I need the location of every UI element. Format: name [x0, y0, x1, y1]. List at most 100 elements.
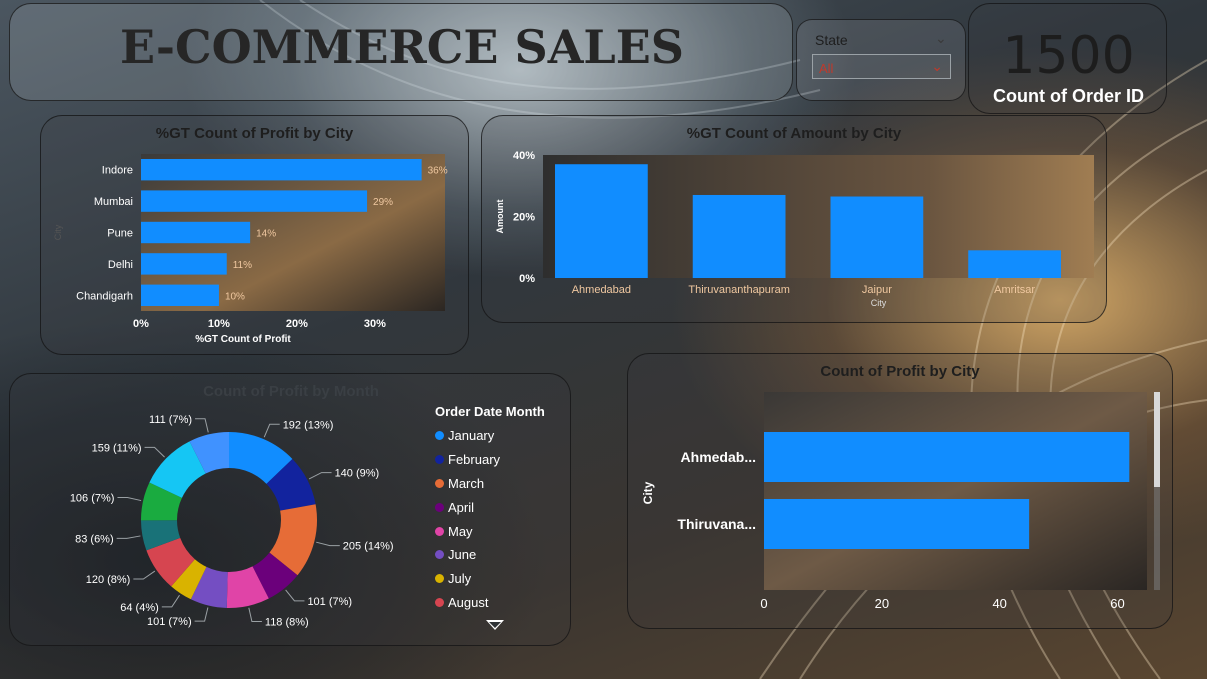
bar[interactable] — [830, 196, 924, 278]
bar[interactable] — [141, 253, 227, 275]
donut-slice[interactable] — [146, 537, 195, 587]
bar[interactable] — [764, 499, 1030, 549]
legend-item[interactable]: March — [435, 472, 545, 496]
tick-label: 20 — [875, 596, 889, 611]
data-label: 11% — [233, 260, 252, 271]
kpi-value: 1500 — [1002, 26, 1135, 86]
donut-slice[interactable] — [229, 432, 293, 484]
donut-svg[interactable]: 192 (13%) 140 (9%) 205 (14%) 101 (7%) 118 (8… — [10, 374, 430, 647]
legend-item[interactable]: July — [435, 567, 545, 591]
axis-label: Amount — [495, 200, 505, 234]
legend-item[interactable]: May — [435, 519, 545, 543]
legend-label: May — [448, 523, 473, 539]
axis-label: City — [641, 481, 655, 504]
bar[interactable] — [968, 250, 1061, 278]
bar[interactable] — [141, 190, 368, 212]
legend-label: January — [448, 428, 495, 444]
donut-slice[interactable] — [189, 432, 229, 474]
chart-title: Count of Profit by City — [820, 363, 980, 380]
data-label: 83 (6%) — [75, 533, 114, 545]
leader-line — [248, 607, 262, 622]
data-label: 36% — [428, 166, 448, 177]
bar[interactable] — [555, 164, 648, 278]
state-dropdown-value: All — [819, 61, 834, 76]
legend-swatch — [435, 455, 444, 465]
legend-item[interactable]: February — [435, 448, 545, 472]
data-label: 140 (9%) — [335, 468, 380, 480]
tick-label: Pune — [107, 228, 133, 240]
legend-swatch — [435, 550, 444, 560]
data-label: 120 (8%) — [86, 574, 131, 586]
tick-label: 40 — [992, 596, 1006, 611]
tick-label: Jaipur — [862, 284, 892, 296]
tick-label: Thiruvananthapuram — [688, 284, 790, 296]
data-label: 192 (13%) — [283, 419, 334, 431]
profit-by-city-svg[interactable]: Indore 36% Mumbai 29% Pune 14% Delhi 11% Chandig… — [41, 116, 470, 356]
legend-item[interactable]: June — [435, 543, 545, 567]
amount-by-city-chart[interactable]: %GT Count of Amount by City Ahmedabad Thi… — [481, 115, 1107, 323]
leader-line — [285, 589, 305, 602]
profit-by-month-chart[interactable]: Count of Profit by Month 192 (13%) 140 (9… — [9, 373, 571, 646]
donut-slice[interactable] — [149, 441, 206, 498]
bar[interactable] — [141, 221, 251, 244]
donut-slice[interactable] — [269, 504, 317, 576]
profit-count-by-city-svg[interactable]: Ahmedab... Thiruvana... 0 20 40 60 City — [628, 354, 1174, 630]
data-label: 111 (7%) — [149, 414, 192, 426]
donut-slice[interactable] — [171, 559, 207, 600]
profit-count-by-city-chart[interactable]: Count of Profit by City Ahmedab... Thiruv… — [627, 353, 1173, 629]
donut-slice[interactable] — [266, 458, 316, 511]
chart-title: %GT Count of Amount by City — [686, 125, 902, 142]
kpi-card[interactable]: 1500 Count of Order ID — [968, 3, 1167, 114]
donut-slice[interactable] — [141, 520, 181, 551]
data-label: 118 (8%) — [265, 616, 309, 628]
tick-label: Amritsar — [994, 284, 1035, 296]
amount-by-city-svg[interactable]: Ahmedabad Thiruvananthapuram Jaipur Amritsa… — [482, 116, 1108, 324]
donut-slice[interactable] — [252, 552, 298, 599]
leader-line — [161, 594, 180, 608]
data-label: 159 (11%) — [92, 442, 142, 454]
legend-items: January February March April May June July Augu… — [435, 424, 545, 614]
scrollbar-track[interactable] — [1154, 392, 1160, 590]
axis-label: City — [871, 298, 887, 308]
tick-label: Mumbai — [94, 196, 133, 208]
donut-slice[interactable] — [141, 482, 182, 521]
legend-swatch — [435, 526, 444, 536]
slicer-label: State — [815, 32, 848, 48]
chevron-down-icon[interactable]: ⌄ — [935, 30, 947, 46]
bar[interactable] — [141, 284, 219, 306]
bar[interactable] — [141, 159, 422, 181]
legend-label: August — [448, 594, 489, 610]
tick-label: Delhi — [108, 259, 133, 271]
title-panel: E-COMMERCE SALES — [9, 3, 793, 101]
triangle-down-icon[interactable] — [486, 620, 504, 630]
legend-swatch — [435, 478, 444, 488]
chevron-down-icon[interactable]: ⌄ — [931, 58, 943, 74]
tick-label: 20% — [513, 212, 535, 224]
axis-label: City — [53, 224, 63, 240]
state-slicer[interactable]: State ⌄ All ⌄ — [796, 19, 966, 101]
legend: Order Date Month January February March Apr… — [435, 404, 545, 614]
donut-slice[interactable] — [190, 566, 228, 608]
bar[interactable] — [692, 194, 786, 278]
tick-label: 0% — [519, 273, 535, 285]
data-label: 64 (4%) — [120, 602, 159, 614]
tick-label: 0 — [760, 596, 767, 611]
tick-label: 30% — [364, 318, 386, 330]
bar[interactable] — [764, 432, 1130, 482]
leader-line — [117, 497, 142, 502]
leader-line — [133, 570, 156, 580]
scrollbar-thumb[interactable] — [1154, 392, 1160, 487]
plot-area[interactable] — [764, 392, 1147, 590]
tick-label: 20% — [286, 318, 308, 330]
tick-label: Ahmedabad — [572, 284, 631, 296]
profit-by-city-chart[interactable]: %GT Count of Profit by City Indore 36% Mum… — [40, 115, 469, 355]
leader-line — [116, 535, 141, 539]
legend-item[interactable]: August — [435, 591, 545, 615]
legend-item[interactable]: January — [435, 424, 545, 448]
legend-label: February — [448, 452, 501, 468]
donut-slice[interactable] — [226, 566, 269, 608]
legend-item[interactable]: April — [435, 495, 545, 519]
data-label: 10% — [225, 291, 245, 302]
state-dropdown[interactable]: All ⌄ — [812, 54, 951, 79]
axis-label: %GT Count of Profit — [195, 334, 291, 345]
